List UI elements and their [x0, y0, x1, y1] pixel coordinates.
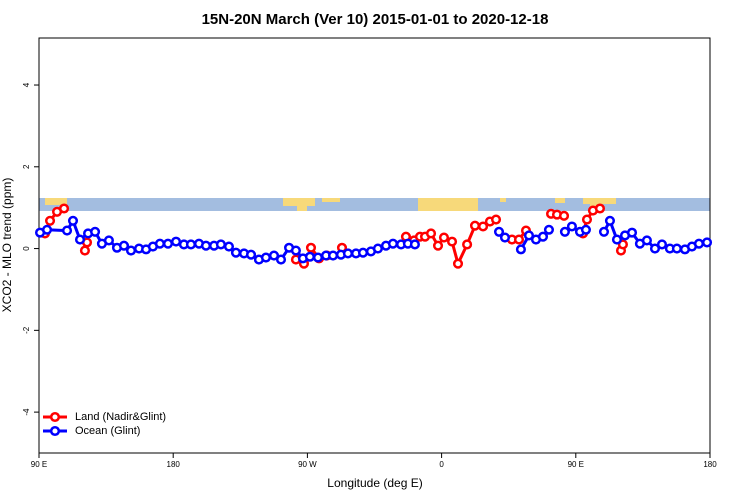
data-point [537, 231, 549, 242]
data-point [245, 249, 257, 260]
data-point [469, 220, 481, 231]
x-tick-label: 0 [439, 460, 444, 469]
data-point [223, 241, 235, 252]
data-point [693, 238, 705, 249]
data-point [478, 221, 489, 232]
data-point [452, 258, 464, 269]
data-point [558, 210, 570, 221]
data-point [499, 232, 511, 243]
data-point [200, 240, 212, 251]
chart-title: 15N-20N March (Ver 10) 2015-01-01 to 202… [202, 11, 549, 28]
data-point [154, 238, 165, 249]
data-point [581, 214, 593, 225]
data-point [611, 234, 623, 245]
y-tick-label: 4 [22, 82, 31, 87]
data-point [594, 203, 606, 214]
y-tick-label: 0 [22, 246, 31, 251]
x-tick-label: 90 W [298, 460, 317, 469]
data-point [701, 237, 713, 248]
data-point [372, 243, 383, 254]
data-point [649, 243, 661, 254]
data-point [268, 250, 280, 261]
x-tick-label: 90 E [31, 460, 47, 469]
x-tick-label: 180 [703, 460, 717, 469]
data-point [118, 240, 130, 251]
data-point [67, 215, 79, 226]
data-point [425, 228, 437, 239]
data-point [44, 215, 56, 226]
data-point [42, 224, 53, 235]
data-point [462, 239, 473, 250]
legend-marker [49, 411, 61, 423]
data-point [490, 214, 502, 225]
data-point [438, 232, 450, 243]
data-point [230, 247, 242, 258]
legend-label: Land (Nadir&Glint) [75, 411, 166, 423]
legend-marker [49, 425, 61, 437]
data-point [387, 238, 399, 249]
data-point [671, 243, 682, 254]
data-point [559, 226, 570, 237]
data-point [275, 254, 287, 265]
y-tick-label: -2 [22, 326, 31, 334]
data-point [543, 224, 555, 235]
data-point [409, 239, 420, 250]
data-point [523, 230, 535, 241]
data-point [493, 226, 505, 237]
data-point [641, 235, 652, 246]
data-point [513, 234, 525, 245]
data-point [566, 221, 577, 232]
y-tick-label: 2 [22, 164, 31, 169]
data-point [90, 226, 101, 237]
data-point [327, 250, 339, 261]
y-axis-label: XCO2 - MLO trend (ppm) [0, 178, 14, 313]
data-point [515, 244, 526, 255]
x-tick-label: 90 E [568, 460, 584, 469]
data-point [626, 227, 638, 238]
data-point [61, 225, 73, 236]
data-point [342, 248, 354, 259]
data-point [162, 238, 174, 249]
map-strip [39, 198, 710, 211]
data-point [260, 252, 271, 263]
data-point [304, 251, 315, 262]
data-point [580, 224, 591, 235]
data-point [74, 234, 86, 245]
data-point [103, 235, 114, 246]
data-point [59, 203, 70, 214]
legend-label: Ocean (Glint) [75, 425, 140, 437]
data-point [432, 240, 444, 251]
data-point [656, 239, 668, 250]
data-point [598, 226, 610, 237]
data-point [185, 239, 196, 250]
data-point [446, 236, 458, 247]
data-point [305, 242, 317, 253]
data-point [79, 245, 90, 256]
data-point [357, 247, 369, 258]
data-point [170, 236, 182, 247]
data-point [125, 245, 137, 256]
x-tick-label: 180 [167, 460, 181, 469]
data-point [604, 215, 615, 226]
data-point [312, 252, 324, 263]
data-point [290, 245, 301, 256]
data-point [215, 239, 226, 250]
data-point [617, 239, 628, 250]
y-tick-label: -4 [22, 408, 31, 416]
x-axis-label: Longitude (deg E) [327, 476, 422, 490]
